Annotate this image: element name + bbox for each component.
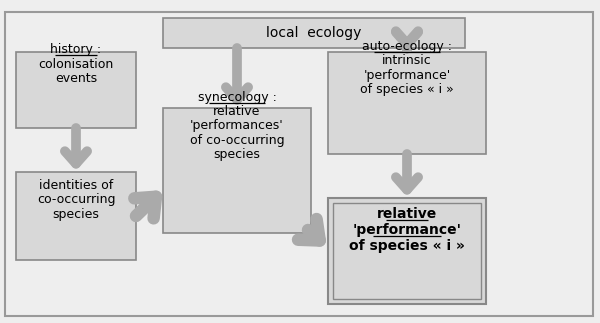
Text: identities of: identities of	[39, 179, 113, 192]
Text: 'performance': 'performance'	[364, 69, 451, 82]
Bar	[328, 52, 486, 154]
Bar	[328, 198, 486, 304]
Text: species: species	[53, 208, 100, 221]
Text: auto-ecology :: auto-ecology :	[362, 40, 452, 53]
Text: of species « i »: of species « i »	[360, 83, 454, 96]
Text: species: species	[214, 148, 260, 161]
Bar	[163, 18, 465, 48]
Text: colonisation: colonisation	[38, 57, 113, 70]
Text: relative: relative	[214, 105, 260, 118]
Bar	[163, 108, 311, 233]
Text: synecology :: synecology :	[197, 91, 277, 104]
Bar	[16, 52, 136, 128]
Text: co-occurring: co-occurring	[37, 193, 115, 206]
Bar	[333, 203, 481, 299]
Text: history :: history :	[50, 43, 101, 56]
Text: 'performances': 'performances'	[190, 120, 284, 132]
Text: of species « i »: of species « i »	[349, 239, 465, 253]
Text: of co-occurring: of co-occurring	[190, 134, 284, 147]
Text: intrinsic: intrinsic	[382, 54, 432, 67]
Text: 'performance': 'performance'	[353, 223, 461, 237]
Text: relative: relative	[377, 207, 437, 221]
Text: events: events	[55, 72, 97, 85]
Bar	[16, 172, 136, 260]
Text: local  ecology: local ecology	[266, 26, 362, 40]
